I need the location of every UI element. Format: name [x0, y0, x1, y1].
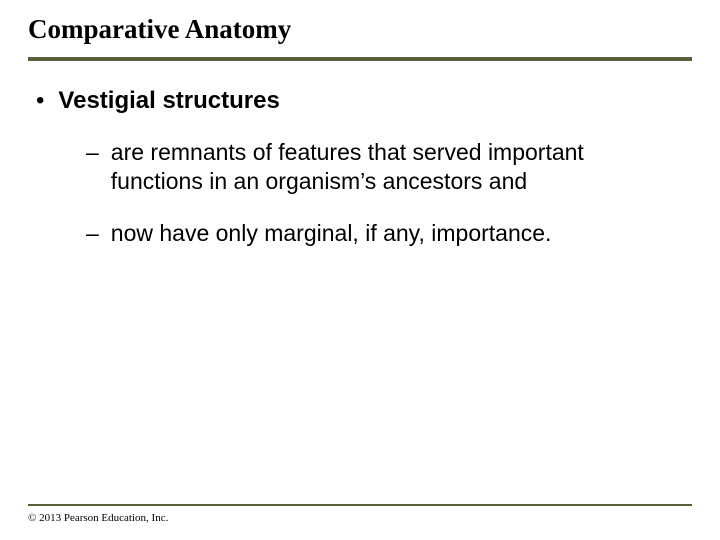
slide: Comparative Anatomy • Vestigial structur… — [0, 0, 720, 540]
bullet-marker-l2: – — [86, 138, 99, 167]
bullet-marker-l2: – — [86, 219, 99, 248]
title-underline — [28, 57, 692, 61]
bullet-level2: – are remnants of features that served i… — [86, 138, 652, 197]
copyright-text: © 2013 Pearson Education, Inc. — [28, 512, 168, 524]
bullet-level2: – now have only marginal, if any, import… — [86, 219, 652, 248]
bullet-text-l1: Vestigial structures — [58, 87, 279, 116]
bullet-marker-l1: • — [36, 87, 44, 116]
bullet-level1: • Vestigial structures — [36, 87, 692, 116]
footer-rule — [28, 504, 692, 506]
slide-title: Comparative Anatomy — [28, 14, 692, 45]
bullet-text-l2: now have only marginal, if any, importan… — [111, 219, 552, 248]
bullet-text-l2: are remnants of features that served imp… — [111, 138, 652, 197]
